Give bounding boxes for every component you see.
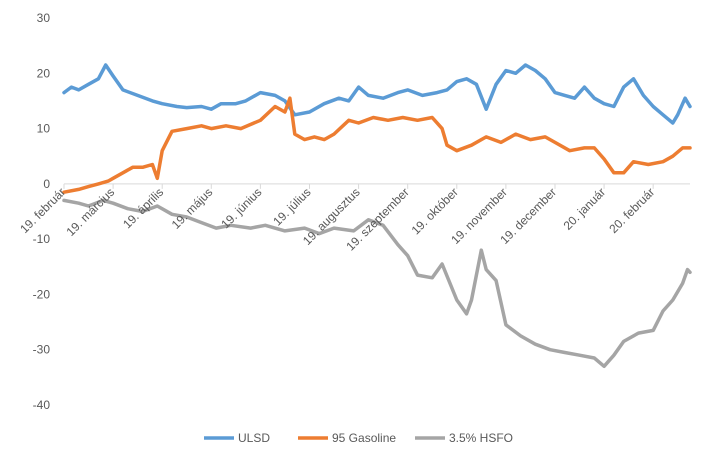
y-axis: 30 20 10 0 -10 -20 -30 -40 (33, 11, 51, 412)
series-layer (62, 63, 692, 369)
series-line-3-5-hsfo (62, 198, 692, 369)
x-tick-label: 20. január (561, 185, 609, 233)
series-line-95-gasoline (62, 96, 692, 194)
x-tick-label: 19. október (409, 185, 461, 237)
legend: ULSD 95 Gasoline 3.5% HSFO (204, 431, 513, 445)
legend-label: 3.5% HSFO (449, 431, 513, 445)
y-tick-label: 0 (43, 177, 50, 191)
x-tick-label: 20. február (606, 185, 657, 236)
series-line-ulsd (62, 63, 692, 125)
y-tick-label: 30 (37, 11, 51, 25)
x-tick-label: 19. július (270, 185, 313, 228)
x-tick-label: 19. február (17, 185, 68, 236)
x-tick-label: 19. március (63, 185, 117, 239)
y-tick-label: 10 (37, 122, 51, 136)
x-tick-label: 19. június (218, 185, 264, 231)
y-tick-label: -40 (33, 398, 51, 412)
y-tick-label: -10 (33, 232, 51, 246)
y-tick-label: -30 (33, 343, 51, 357)
legend-label: ULSD (238, 431, 270, 445)
legend-label: 95 Gasoline (332, 431, 396, 445)
y-tick-label: 20 (37, 66, 51, 80)
y-tick-label: -20 (33, 287, 51, 301)
